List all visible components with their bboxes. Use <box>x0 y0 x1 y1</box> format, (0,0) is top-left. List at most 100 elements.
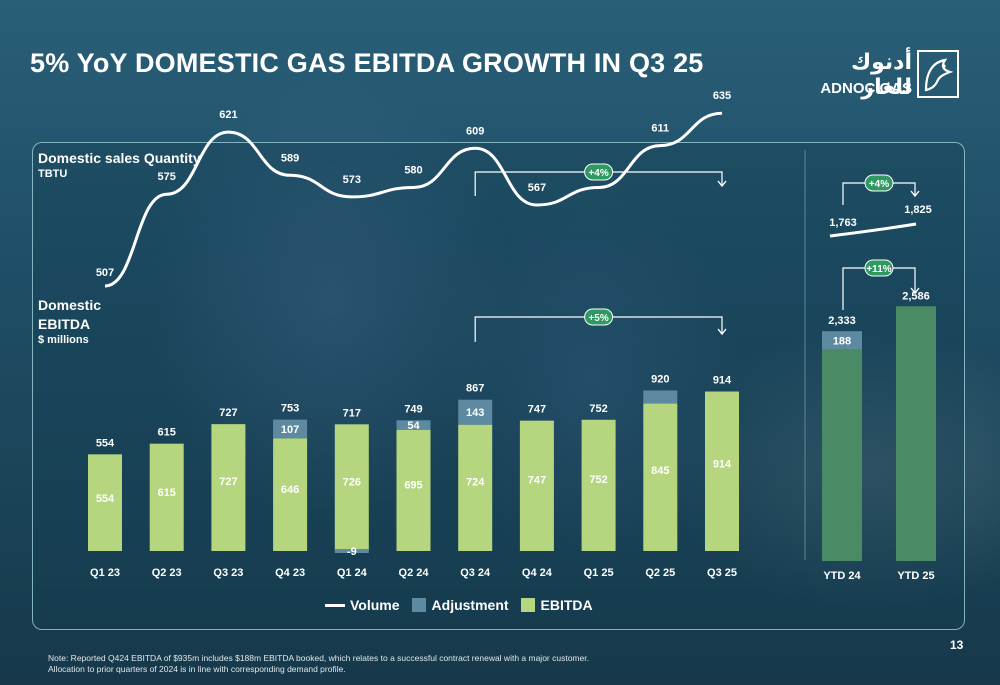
ebitda-chart-title-line1: Domestic <box>38 297 102 313</box>
x-axis-tick-label: Q4 24 <box>522 567 553 579</box>
ebitda-yoy-callout-arrow-icon <box>717 328 727 336</box>
ebitda-chart-title-line2: EBITDA <box>38 316 91 332</box>
ytd-volume-callout-label: +4% <box>869 179 889 190</box>
legend-label-adjustment: Adjustment <box>431 597 509 613</box>
adjustment-value-label: -9 <box>347 546 357 558</box>
ebitda-yoy-callout-badge <box>584 308 614 326</box>
ebitda-bar <box>519 420 554 551</box>
adjustment-bar <box>396 420 431 430</box>
ytd-total-value-label: 2,333 <box>828 315 856 327</box>
volume-line <box>104 111 723 288</box>
ytd-ebitda-callout-label: +11% <box>866 264 891 275</box>
volume-chart-title: Domestic sales Quantity <box>38 150 201 166</box>
ytd-ebitda-bar <box>896 306 936 561</box>
volume-unit-label: TBTU <box>38 168 68 180</box>
ebitda-bar <box>88 454 122 551</box>
total-value-label: 747 <box>528 404 546 416</box>
footnote: Note: Reported Q424 EBITDA of $935m incl… <box>48 653 589 675</box>
ebitda-value-label: 727 <box>219 476 237 488</box>
total-value-label: 554 <box>96 437 115 449</box>
volume-yoy-callout-label: +4% <box>588 168 608 179</box>
ebitda-unit-label: $ millions <box>38 334 89 346</box>
adjustment-bar <box>643 390 678 404</box>
legend-line-swatch <box>325 603 345 607</box>
volume-value-label: 621 <box>219 109 237 121</box>
ebitda-value-label: 747 <box>528 474 546 486</box>
ebitda-value-label: 845 <box>651 465 669 477</box>
volume-value-label: 573 <box>343 174 361 186</box>
legend-swatch-ebitda <box>520 598 535 612</box>
x-axis-tick-label: Q3 25 <box>707 567 737 579</box>
adnoc-gas-logo: أدنوك للغاز ADNOC GAS <box>820 50 960 100</box>
ytd-total-value-label: 2,586 <box>902 290 930 302</box>
adjustment-value-label: 54 <box>407 420 420 432</box>
ytd-ebitda-bar <box>822 349 862 561</box>
legend-label-ebitda: EBITDA <box>540 597 593 613</box>
ebitda-bar <box>705 391 739 551</box>
ebitda-value-label: 646 <box>281 484 299 496</box>
chart-panel <box>32 142 965 630</box>
legend-item-adjustment: Adjustment <box>411 597 509 613</box>
x-axis-tick-label: Q2 25 <box>645 567 675 579</box>
x-axis-tick-label: Q4 23 <box>275 567 305 579</box>
ytd-volume-callout-arrow-icon <box>910 190 920 198</box>
ebitda-bar <box>149 443 184 551</box>
x-axis-tick-label: Q2 24 <box>399 567 430 579</box>
ebitda-bar <box>458 424 493 551</box>
ebitda-value-label: 554 <box>96 493 115 505</box>
legend-item-volume: Volume <box>325 597 400 613</box>
footnote-line-1: Note: Reported Q424 EBITDA of $935m incl… <box>48 653 589 663</box>
legend-label-volume: Volume <box>350 597 400 613</box>
ebitda-value-label: 752 <box>589 474 607 486</box>
ebitda-bar <box>273 438 308 551</box>
x-axis-tick-label: Q1 25 <box>584 567 614 579</box>
ebitda-value-label: 914 <box>713 458 732 470</box>
logo-english-text: ADNOC GAS <box>820 80 912 97</box>
footnote-line-2: Allocation to prior quarters of 2024 is … <box>48 664 346 674</box>
total-value-label: 867 <box>466 383 484 395</box>
page-number: 13 <box>950 638 964 652</box>
total-value-label: 615 <box>158 427 176 439</box>
volume-value-label: 611 <box>651 123 669 135</box>
ebitda-value-label: 724 <box>466 477 485 489</box>
ytd-adjustment-value-label: 188 <box>833 335 851 347</box>
volume-value-label: 609 <box>466 125 484 137</box>
volume-value-label: 507 <box>96 267 114 279</box>
adjustment-value-label: 143 <box>466 407 484 419</box>
falcon-logo-icon <box>917 50 959 98</box>
ytd-volume-line <box>829 222 917 238</box>
adjustment-bar <box>458 399 493 425</box>
total-value-label: 752 <box>589 403 607 415</box>
ebitda-bar <box>396 429 431 551</box>
total-value-label: 914 <box>713 375 732 387</box>
total-value-label: 753 <box>281 403 299 415</box>
legend-item-ebitda: EBITDA <box>520 597 593 613</box>
x-axis-tick-label: Q1 24 <box>337 567 368 579</box>
volume-value-label: 589 <box>281 152 299 164</box>
volume-value-label: 580 <box>404 164 422 176</box>
volume-value-label: 567 <box>528 182 546 194</box>
volume-yoy-callout-badge <box>584 163 614 181</box>
x-axis-tick-label: Q2 23 <box>152 567 182 579</box>
total-value-label: 920 <box>651 373 669 385</box>
ytd-volume-value-label: 1,763 <box>829 217 857 229</box>
volume-yoy-callout-arrow-icon <box>717 180 727 188</box>
total-value-label: 717 <box>343 407 361 419</box>
ytd-volume-value-label: 1,825 <box>904 204 932 216</box>
ebitda-bar <box>643 403 678 551</box>
ytd-x-axis-tick-label: YTD 25 <box>897 570 934 582</box>
ytd-ebitda-callout-badge <box>864 259 894 277</box>
x-axis-tick-label: Q1 23 <box>90 567 120 579</box>
x-axis-tick-label: Q3 24 <box>460 567 491 579</box>
ebitda-bar <box>211 424 246 551</box>
adjustment-bar <box>273 419 308 439</box>
ebitda-bar <box>334 424 369 551</box>
total-value-label: 727 <box>219 407 237 419</box>
ebitda-value-label: 615 <box>158 487 176 499</box>
ytd-x-axis-tick-label: YTD 24 <box>823 570 861 582</box>
ebitda-value-label: 695 <box>404 479 422 491</box>
volume-value-label: 635 <box>713 90 731 102</box>
ytd-volume-callout-badge <box>864 174 894 192</box>
ebitda-yoy-callout-label: +5% <box>588 313 608 324</box>
